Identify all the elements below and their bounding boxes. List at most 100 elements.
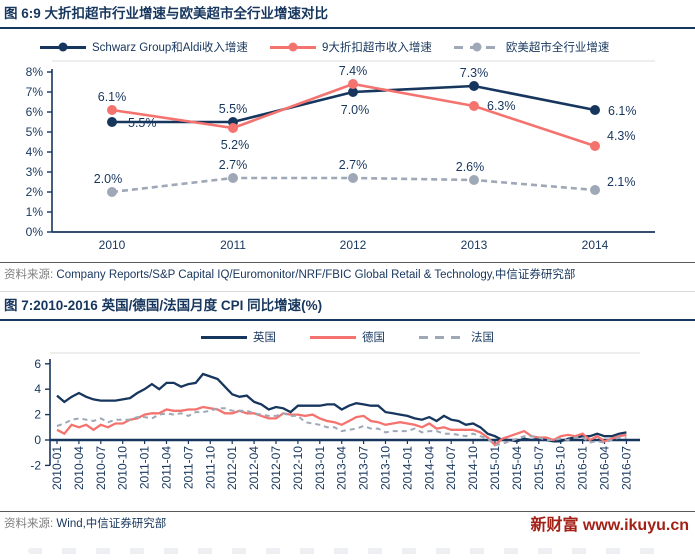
svg-text:2012-01: 2012-01 [225,446,239,490]
svg-text:4%: 4% [26,145,44,159]
figure7-source: 资料来源: Wind,中信证券研究部 新财富 www.ikuyu.cn [0,511,695,539]
legend-label: 英国 [253,332,276,345]
svg-text:4.3%: 4.3% [607,129,636,143]
watermark-text: 新财富 www.ikuyu.cn [530,517,689,535]
figure7-legend: 英国 德国 法国 [0,321,695,347]
svg-text:2013-07: 2013-07 [357,446,371,490]
salmon-line-swatch-icon [269,45,316,49]
svg-text:2: 2 [34,408,41,422]
source-text-wrap: 资料来源: Wind,中信证券研究部 [4,517,166,532]
svg-text:0%: 0% [26,225,44,239]
svg-text:7.4%: 7.4% [339,64,368,78]
svg-text:2016-04: 2016-04 [598,446,612,490]
svg-text:6: 6 [34,357,41,371]
svg-text:2016-01: 2016-01 [576,446,590,490]
source-label: 资料来源: [4,518,54,531]
svg-text:2010: 2010 [99,238,126,252]
svg-text:2.6%: 2.6% [456,160,485,174]
svg-text:8%: 8% [26,65,44,79]
svg-text:2.0%: 2.0% [94,172,123,186]
svg-text:2010-04: 2010-04 [72,446,86,490]
svg-text:7%: 7% [26,85,44,99]
legend-item-france: 法国 [419,329,494,345]
svg-text:5.2%: 5.2% [221,138,250,152]
svg-text:2%: 2% [26,185,44,199]
navy-line-swatch-icon [201,335,247,339]
figure7-chart: 6 4 2 0 -2 2010-01 2010-04 2010-07 2010-10 2011-0… [30,352,640,490]
svg-text:5%: 5% [26,125,44,139]
legend-item-9-discount: 9大折扣超市收入增速 [269,39,432,55]
figure6-source: 资料来源: Company Reports/S&P Capital IQ/Eur… [0,262,695,289]
legend-label: 德国 [362,332,385,345]
svg-text:2015-01: 2015-01 [488,446,502,490]
svg-text:2011: 2011 [220,238,246,252]
figure7-title: 图 7:2010-2016 英国/德国/法国月度 CPI 同比增速(%) [0,291,695,322]
axes: 0% 1% 2% 3% 4% 5% 6% 7% 8% 2010 2011 2012 2013 2014 [26,65,655,252]
svg-text:2015-04: 2015-04 [510,446,524,490]
series-英国 [56,372,627,443]
svg-text:2011-01: 2011-01 [138,446,152,489]
legend-item-eu-us-industry: 欧美超市全行业增速 [453,39,610,55]
svg-text:2014-04: 2014-04 [422,446,436,490]
svg-text:6.1%: 6.1% [98,90,127,104]
svg-text:5.5%: 5.5% [128,116,157,130]
svg-text:7.0%: 7.0% [341,103,370,117]
figure6-title: 图 6:9 大折扣超市行业增速与欧美超市全行业增速对比 [0,0,695,30]
svg-text:5.5%: 5.5% [219,102,248,116]
svg-text:2.1%: 2.1% [607,175,636,189]
svg-text:2.7%: 2.7% [339,158,368,172]
svg-text:6.3%: 6.3% [487,99,516,113]
figure6-legend: Schwarz Group和Aldi收入增速 9大折扣超市收入增速 欧美超市全行… [0,29,695,57]
svg-text:2011-07: 2011-07 [181,446,195,489]
svg-text:2012-07: 2012-07 [269,446,283,490]
legend-label: 9大折扣超市收入增速 [321,42,432,55]
svg-text:2.7%: 2.7% [219,158,248,172]
series-9大折扣超市收入增速: 6.1% 5.2% 7.4% 6.3% 4.3% [98,64,636,152]
series-法国 [56,407,627,447]
figure6-chart: 0% 1% 2% 3% 4% 5% 6% 7% 8% 2010 2011 2012 2013 2014 5.… [26,60,655,252]
svg-text:2010-01: 2010-01 [50,446,64,490]
svg-text:0: 0 [34,433,41,447]
svg-text:6%: 6% [26,105,44,119]
series-欧美超市全行业增速: 2.0% 2.7% 2.7% 2.6% 2.1% [94,158,636,198]
svg-text:2011-04: 2011-04 [160,446,174,489]
legend-label: 欧美超市全行业增速 [505,42,610,55]
svg-text:2014-01: 2014-01 [400,446,414,490]
svg-text:4: 4 [34,383,41,397]
cutoff-next-line-artifact [28,548,667,555]
svg-text:2011-10: 2011-10 [203,446,217,489]
legend-item-schwarz-aldi: Schwarz Group和Aldi收入增速 [40,39,248,55]
legend-label: 法国 [471,332,494,345]
svg-text:-2: -2 [30,459,41,473]
legend-item-uk: 英国 [201,329,276,345]
svg-text:2014: 2014 [582,238,609,252]
gray-dashed-swatch-icon [453,45,500,49]
source-label: 资料来源: [4,269,54,282]
svg-text:2013: 2013 [461,238,488,252]
legend-item-germany: 德国 [310,329,385,345]
svg-text:7.3%: 7.3% [460,66,489,80]
svg-text:2012-10: 2012-10 [291,446,305,490]
svg-text:2016-07: 2016-07 [619,446,633,490]
svg-text:2014-07: 2014-07 [444,446,458,490]
gray-dashed-swatch-icon [419,335,465,339]
svg-text:2012-04: 2012-04 [247,446,261,490]
svg-text:2015-10: 2015-10 [554,446,568,490]
source-text: Wind,中信证券研究部 [56,518,167,531]
svg-text:2010-07: 2010-07 [94,446,108,490]
svg-text:2012: 2012 [340,238,367,252]
svg-text:2014-10: 2014-10 [466,446,480,490]
navy-line-swatch-icon [40,45,86,49]
svg-text:2015-07: 2015-07 [532,446,546,490]
svg-text:2010-10: 2010-10 [116,446,130,490]
salmon-line-swatch-icon [310,335,356,339]
svg-text:2013-10: 2013-10 [379,446,393,490]
svg-text:6.1%: 6.1% [608,104,637,118]
svg-text:1%: 1% [26,205,44,219]
svg-text:2013-01: 2013-01 [313,446,327,490]
source-text: Company Reports/S&P Capital IQ/Euromonit… [56,269,576,282]
axes: 6 4 2 0 -2 2010-01 2010-04 2010-07 2010-10 2011-0… [30,357,640,490]
legend-label: Schwarz Group和Aldi收入增速 [92,42,248,55]
svg-text:3%: 3% [26,165,44,179]
